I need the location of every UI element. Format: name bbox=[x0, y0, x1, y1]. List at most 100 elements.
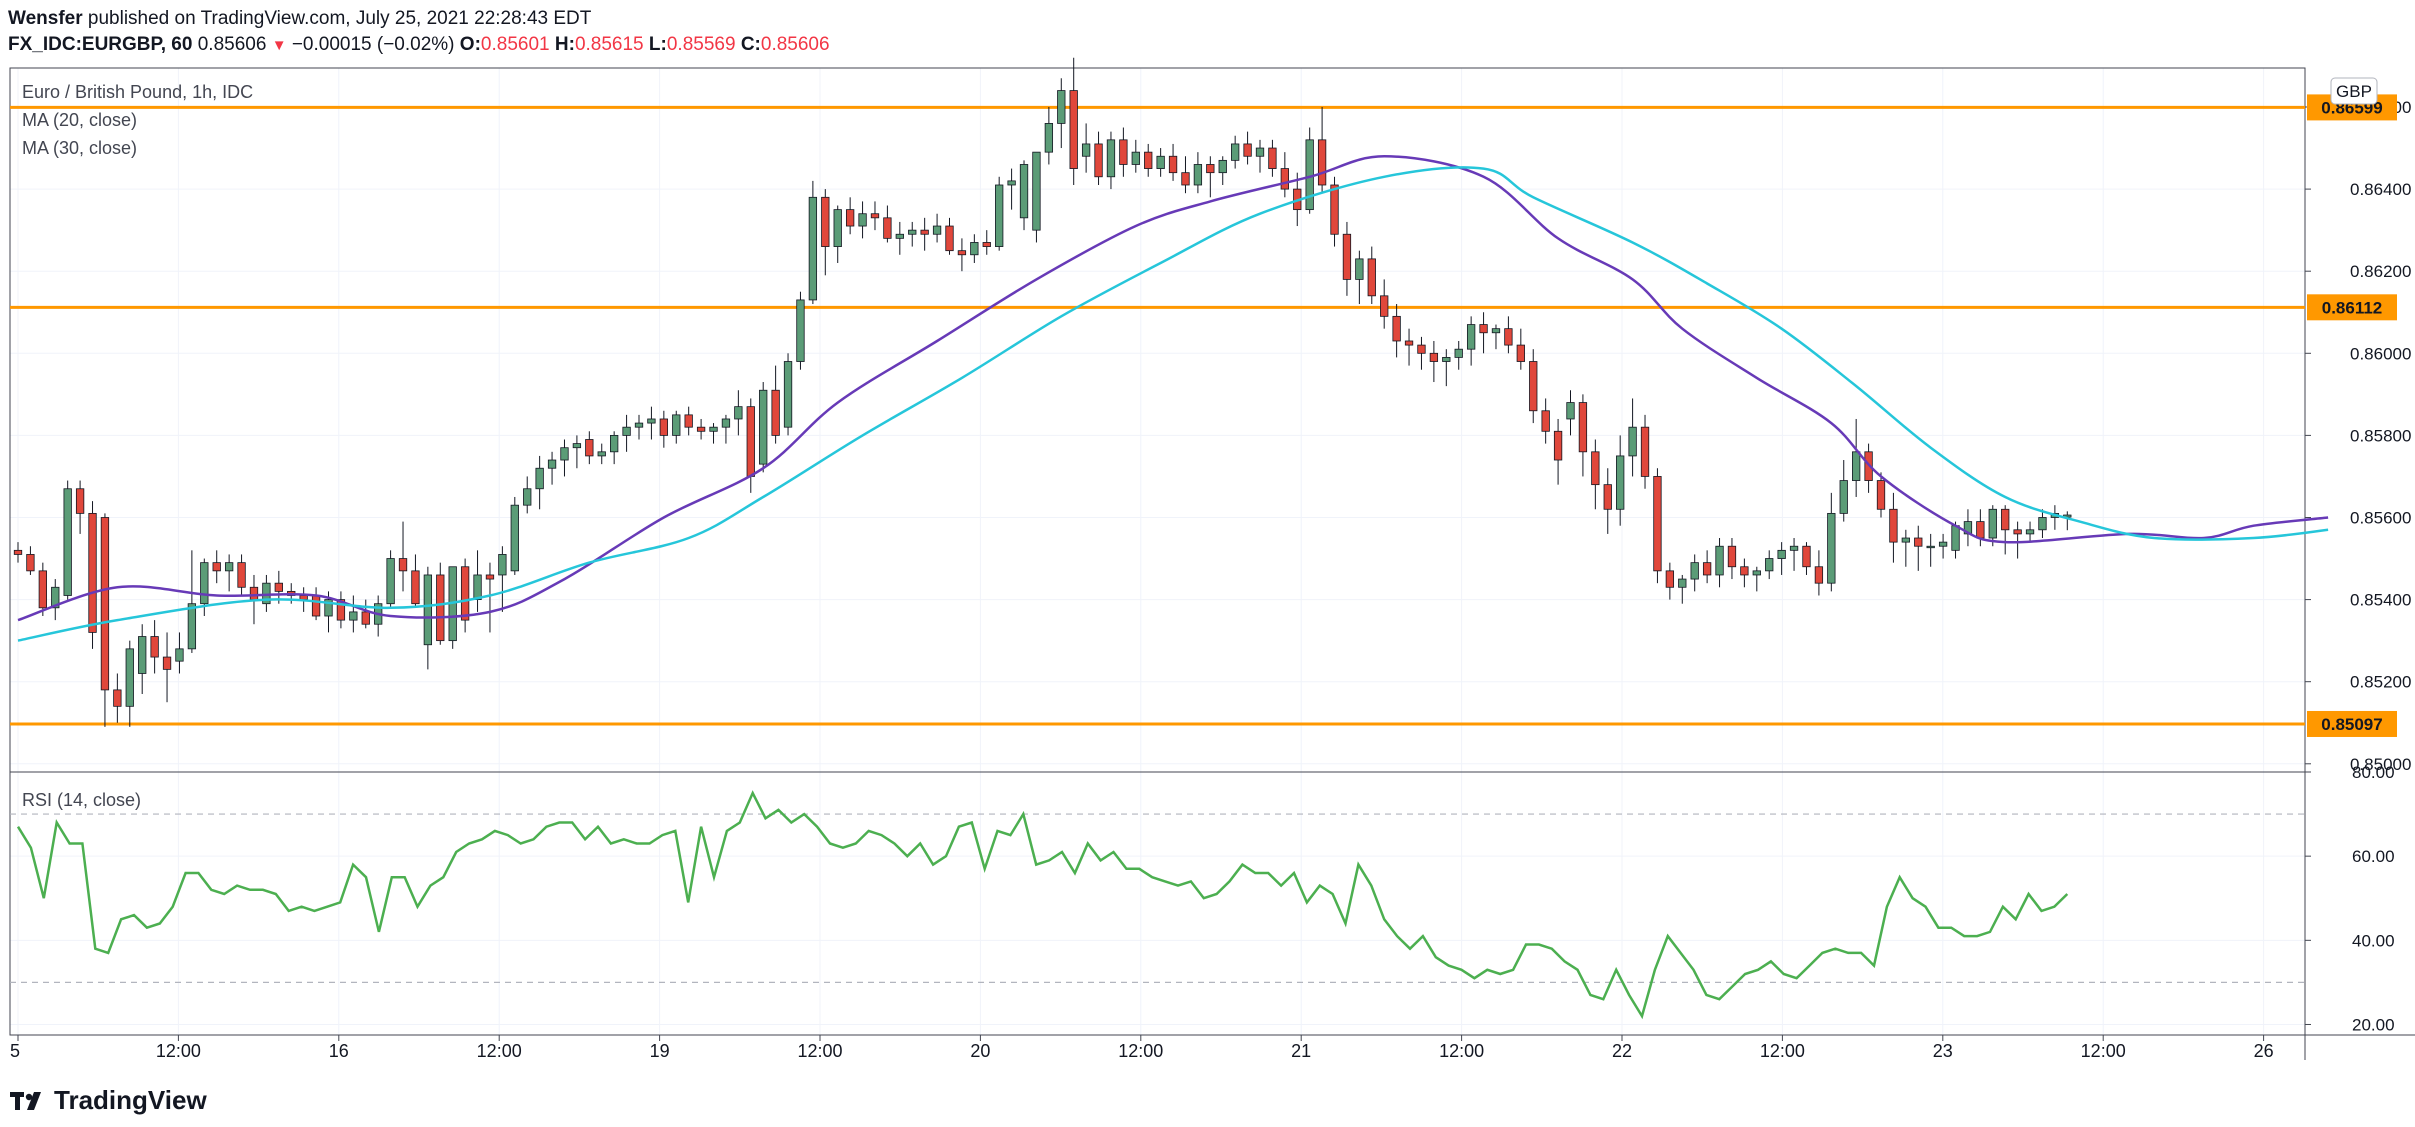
candle-body bbox=[1168, 155, 1178, 174]
candle bbox=[1914, 525, 1923, 571]
author-name[interactable]: Wensfer bbox=[8, 8, 83, 29]
candle bbox=[982, 230, 991, 255]
candle-body bbox=[783, 361, 793, 428]
candle-body bbox=[361, 611, 370, 625]
candle-body bbox=[1218, 159, 1227, 174]
candles bbox=[13, 57, 2072, 727]
candle bbox=[448, 566, 457, 649]
candle bbox=[1280, 152, 1289, 198]
candle bbox=[1715, 538, 1724, 588]
candle-body bbox=[1355, 258, 1364, 280]
tradingview-logo[interactable]: TradingView bbox=[10, 1085, 207, 1116]
candle bbox=[1740, 558, 1749, 588]
candle bbox=[721, 414, 731, 444]
candle bbox=[1367, 246, 1376, 305]
ma30-legend[interactable]: MA (30, close) bbox=[22, 138, 138, 158]
candle bbox=[1640, 414, 1650, 489]
candle bbox=[63, 480, 72, 600]
candle-body bbox=[1690, 562, 1699, 580]
candle-body bbox=[311, 595, 321, 617]
close-value: 0.85606 bbox=[760, 34, 830, 55]
candle bbox=[709, 423, 718, 444]
last-price: 0.85606 bbox=[197, 34, 267, 55]
price-tick-label: 0.86200 bbox=[2350, 262, 2411, 281]
symbol-name[interactable]: FX_IDC:EURGBP, 60 bbox=[8, 34, 193, 55]
candle-body bbox=[684, 414, 693, 428]
ma20-legend[interactable]: MA (20, close) bbox=[22, 110, 138, 130]
candle-body bbox=[510, 504, 519, 572]
candle bbox=[2025, 521, 2035, 543]
candle-body bbox=[1752, 570, 1761, 576]
time-tick-label: 22 bbox=[1612, 1041, 1632, 1061]
close-label: C: bbox=[740, 34, 761, 55]
candle-body bbox=[845, 209, 855, 227]
candle bbox=[1119, 127, 1128, 177]
candle-body bbox=[610, 434, 619, 453]
candle-body bbox=[746, 406, 755, 477]
candle-body bbox=[1119, 139, 1128, 165]
candle bbox=[1566, 390, 1575, 436]
candle-body bbox=[771, 389, 780, 436]
candle bbox=[585, 431, 594, 465]
candle bbox=[1442, 349, 1451, 387]
time-tick-label: 12:00 bbox=[156, 1041, 201, 1061]
candle bbox=[1380, 279, 1389, 329]
rsi-legend[interactable]: RSI (14, close) bbox=[22, 790, 142, 810]
time-tick-label: 12:00 bbox=[2081, 1041, 2126, 1061]
candle bbox=[138, 624, 147, 695]
candle-body bbox=[808, 196, 818, 301]
candle bbox=[237, 554, 246, 596]
currency-badge[interactable]: GBP bbox=[2330, 77, 2378, 105]
candle bbox=[361, 599, 370, 629]
candle-body bbox=[1417, 344, 1426, 354]
open-value: 0.85601 bbox=[480, 34, 550, 55]
candle bbox=[523, 476, 532, 514]
rsi-axis[interactable]: 80.00 60.00 40.00 20.00 bbox=[2305, 763, 2395, 1034]
candle bbox=[1193, 152, 1203, 194]
currency-label: GBP bbox=[2336, 82, 2372, 101]
candle bbox=[1839, 460, 1848, 522]
candle bbox=[1094, 131, 1103, 185]
price-tick-label: 0.85200 bbox=[2350, 673, 2411, 692]
candle-body bbox=[1901, 537, 1910, 543]
time-tick-label: 12:00 bbox=[797, 1041, 842, 1061]
candle-body bbox=[1553, 430, 1563, 461]
ma30-line bbox=[17, 166, 2329, 642]
candle-body bbox=[1081, 143, 1091, 157]
candle bbox=[1889, 492, 1898, 563]
candle bbox=[945, 217, 954, 255]
candle-body bbox=[262, 582, 271, 605]
candle bbox=[88, 501, 97, 649]
candle-body bbox=[75, 488, 85, 514]
candle-body bbox=[1380, 295, 1389, 317]
candle bbox=[1616, 435, 1625, 526]
time-axis[interactable]: 5 12:00 16 12:00 19 12:00 20 12:00 21 12:00 22 12:0… bbox=[10, 1035, 2274, 1061]
candle-body bbox=[2038, 517, 2047, 531]
candle-body bbox=[995, 184, 1004, 247]
candle-body bbox=[1628, 426, 1637, 457]
candle bbox=[1876, 472, 1886, 518]
candle bbox=[1106, 131, 1116, 190]
candle bbox=[1255, 139, 1265, 173]
candle-body bbox=[2025, 529, 2035, 535]
price-change: −0.00015 (−0.02%) bbox=[291, 34, 455, 55]
time-tick-label: 12:00 bbox=[477, 1041, 522, 1061]
chart-title[interactable]: Euro / British Pound, 1h, IDC bbox=[22, 82, 254, 102]
candle-body bbox=[597, 451, 606, 457]
candle-body bbox=[833, 209, 842, 247]
candle-body bbox=[734, 406, 743, 420]
candle-body bbox=[696, 426, 706, 432]
candle-body bbox=[1342, 233, 1352, 280]
candle-body bbox=[1069, 90, 1078, 169]
candle-body bbox=[1280, 168, 1289, 190]
candle bbox=[51, 579, 60, 621]
candle bbox=[1417, 336, 1426, 370]
ma20-line bbox=[17, 155, 2329, 622]
price-tick-label: 0.85800 bbox=[2350, 426, 2411, 445]
price-axis[interactable]: 0.866000.864000.862000.860000.858000.856… bbox=[2305, 98, 2411, 774]
candle-body bbox=[299, 595, 308, 600]
grid-lines bbox=[10, 68, 2305, 1035]
candle-body bbox=[1094, 143, 1103, 178]
candle-body bbox=[957, 250, 967, 256]
candle bbox=[870, 201, 880, 231]
